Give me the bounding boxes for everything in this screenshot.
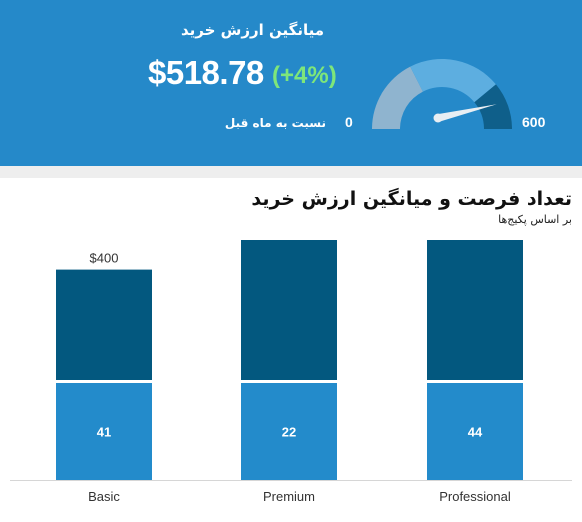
- bar-segment-count: [56, 383, 152, 480]
- bar-segment-value: [56, 269, 152, 380]
- chart-title: تعداد فرصت و میانگین ارزش خرید: [251, 188, 572, 210]
- category-label: Basic: [88, 489, 120, 504]
- gauge-band: [372, 66, 423, 129]
- category-label: Professional: [439, 489, 511, 504]
- gauge-needle: [436, 104, 497, 122]
- category-label: Premium: [263, 489, 315, 504]
- gauge-needle-hub: [433, 113, 443, 123]
- gauge-chart: [372, 59, 512, 129]
- section-separator: [0, 166, 582, 178]
- bar-segment-count: [427, 383, 523, 480]
- stacked-bar-chart: 41$400Basic22$549Premium44$680Profession…: [10, 240, 572, 504]
- value-label: $400: [90, 251, 119, 266]
- bar-segment-count: [241, 383, 337, 480]
- kpi-panel: میانگین ارزش خرید $518.78 (+4%) نسبت به …: [0, 0, 582, 166]
- bar-segment-value: [427, 240, 523, 380]
- gauge-min-label: 0: [345, 114, 353, 130]
- gauge-max-label: 600: [522, 114, 546, 130]
- count-label: 44: [468, 425, 483, 440]
- gauge-band: [474, 84, 512, 129]
- count-label: 22: [282, 425, 296, 440]
- gauge-band: [410, 59, 496, 103]
- kpi-change: (+4%): [272, 62, 337, 89]
- bar-segment-value: [241, 240, 337, 380]
- chart-subtitle: بر اساس پکیج‌ها: [498, 213, 572, 226]
- count-label: 41: [97, 425, 111, 440]
- kpi-value: $518.78: [148, 54, 264, 91]
- kpi-caption: نسبت به ماه قبل: [224, 116, 326, 130]
- kpi-title: میانگین ارزش خرید: [180, 21, 324, 39]
